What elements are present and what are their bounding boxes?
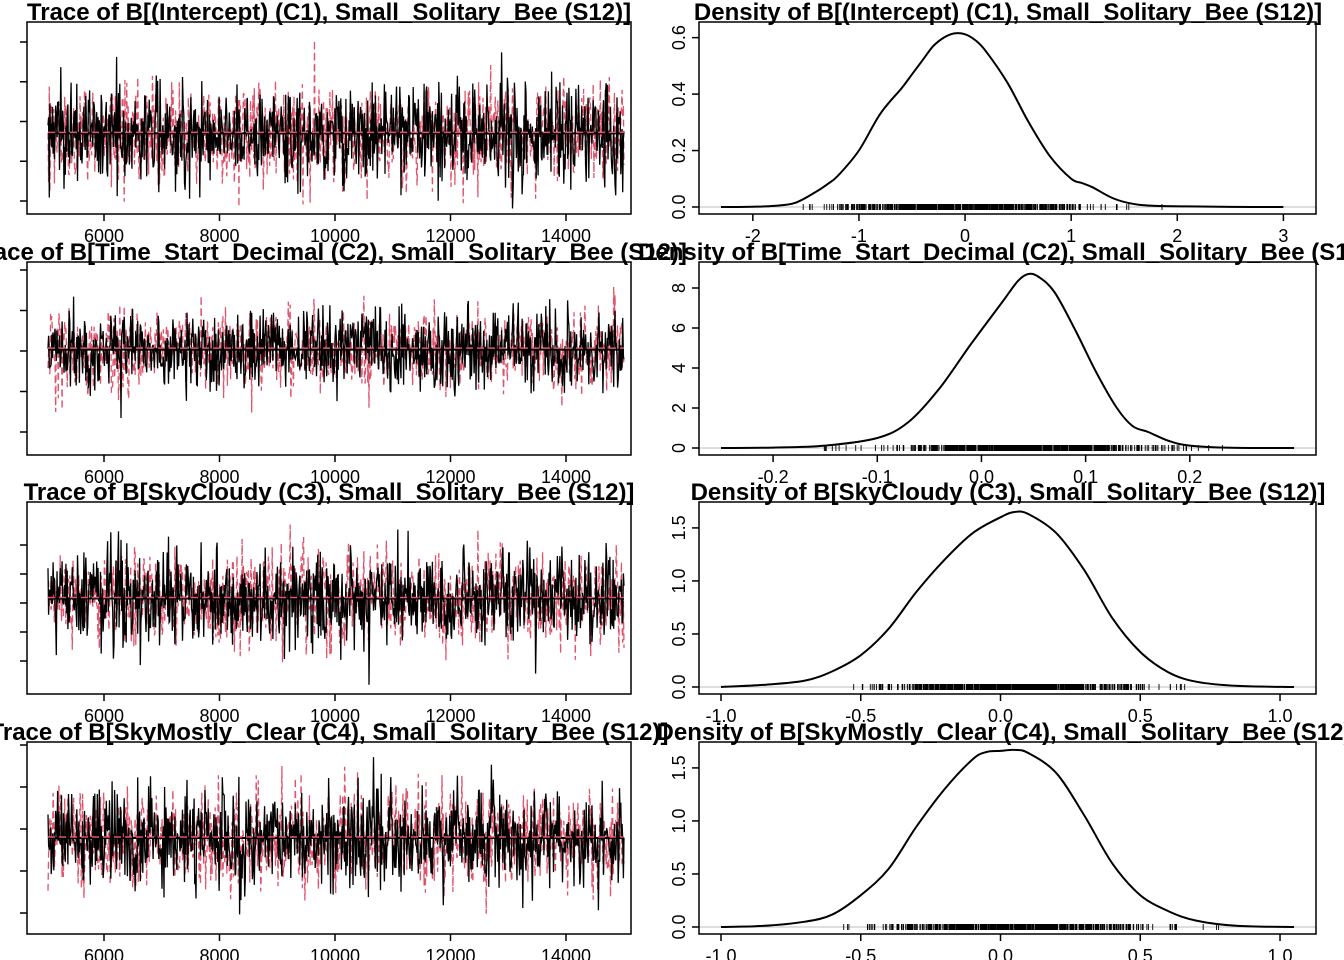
plot-frame	[698, 741, 1317, 935]
x-tick-label: 0.1	[1073, 467, 1098, 487]
x-tick-label: 0.0	[969, 467, 994, 487]
plot-area	[699, 748, 1316, 930]
chain-1-trace	[47, 52, 625, 209]
plot-area	[47, 524, 625, 685]
x-tick-label: 1	[1066, 226, 1076, 246]
x-tick-label: -1	[851, 226, 867, 246]
plot-frame	[26, 261, 632, 456]
x-tick-label: 8000	[199, 467, 239, 487]
y-tick-label: 1.5	[669, 755, 689, 780]
panel-4: Density of B[Time_Start_Decimal (C2), Sm…	[638, 239, 1344, 487]
x-tick-label: -1.0	[705, 706, 736, 726]
x-tick-label: 8000	[199, 226, 239, 246]
y-tick-label: 8	[669, 283, 689, 293]
density-curve	[720, 748, 1295, 928]
plot-frame	[26, 741, 632, 935]
plot-area	[699, 510, 1316, 690]
y-tick-label: 0.2	[669, 138, 689, 163]
chain-2-trace	[47, 765, 625, 914]
x-tick-label: 12000	[425, 226, 475, 246]
x-tick-label: 0	[960, 226, 970, 246]
x-tick-label: 6000	[84, 226, 124, 246]
y-tick-label: 1.0	[669, 568, 689, 593]
x-tick-label: 2	[1172, 226, 1182, 246]
y-tick-label: 0	[669, 443, 689, 453]
x-tick-label: 12000	[425, 946, 475, 960]
x-tick-label: -0.2	[758, 467, 789, 487]
panel-3: Trace of B[Time_Start_Decimal (C2), Smal…	[0, 239, 687, 487]
density-curve	[720, 272, 1295, 450]
x-tick-label: 14000	[541, 467, 591, 487]
panel-8: Density of B[SkyMostly_Clear (C4), Small…	[657, 719, 1344, 960]
y-tick-label: 1.5	[669, 515, 689, 540]
y-tick-label: 0.6	[669, 25, 689, 50]
x-tick-label: 0.0	[988, 946, 1013, 960]
x-tick-label: 14000	[541, 706, 591, 726]
plot-frame	[698, 21, 1317, 215]
x-tick-label: -0.5	[845, 946, 876, 960]
panel-5: Trace of B[SkyCloudy (C3), Small_Solitar…	[20, 479, 634, 726]
x-tick-label: 1.0	[1268, 706, 1293, 726]
chain-1-trace	[47, 296, 625, 419]
x-tick-label: -0.1	[862, 467, 893, 487]
plot-frame	[26, 21, 632, 215]
x-tick-label: -1.0	[705, 946, 736, 960]
plot-area	[699, 272, 1316, 451]
y-tick-label: 4	[669, 363, 689, 373]
x-tick-label: 14000	[541, 946, 591, 960]
rug-marks	[853, 684, 1186, 690]
plot-area	[699, 32, 1316, 210]
plot-area	[47, 40, 625, 209]
x-tick-label: -0.5	[845, 706, 876, 726]
x-tick-label: 8000	[199, 706, 239, 726]
x-tick-label: 8000	[199, 946, 239, 960]
x-tick-label: 1.0	[1268, 946, 1293, 960]
x-tick-label: 6000	[84, 467, 124, 487]
y-tick-label: 0.5	[669, 861, 689, 886]
x-tick-label: 10000	[310, 467, 360, 487]
rug-marks	[843, 924, 1220, 930]
rug-marks	[802, 204, 1163, 210]
panel-2: Density of B[(Intercept) (C1), Small_Sol…	[669, 0, 1322, 246]
chain-1-trace	[47, 529, 625, 685]
x-tick-label: -2	[745, 226, 761, 246]
x-tick-label: 10000	[310, 946, 360, 960]
panel-7: Trace of B[SkyMostly_Clear (C4), Small_S…	[0, 719, 668, 960]
plot-area	[47, 757, 625, 915]
plot-frame	[698, 501, 1317, 695]
panel-6: Density of B[SkyCloudy (C3), Small_Solit…	[669, 479, 1325, 726]
plot-frame	[698, 261, 1317, 456]
rug-marks	[823, 445, 1223, 451]
x-tick-label: 14000	[541, 226, 591, 246]
x-tick-label: 0.5	[1128, 946, 1153, 960]
y-tick-label: 1.0	[669, 808, 689, 833]
y-tick-label: 0.0	[669, 914, 689, 939]
x-tick-label: 6000	[84, 706, 124, 726]
plot-frame	[26, 501, 632, 695]
panel-1: Trace of B[(Intercept) (C1), Small_Solit…	[20, 0, 632, 246]
plot-area	[47, 286, 625, 419]
x-tick-label: 0.2	[1177, 467, 1202, 487]
x-tick-label: 10000	[310, 226, 360, 246]
y-tick-label: 2	[669, 403, 689, 413]
density-curve	[720, 32, 1284, 208]
y-tick-label: 6	[669, 323, 689, 333]
x-tick-label: 3	[1278, 226, 1288, 246]
y-tick-label: 0.0	[669, 674, 689, 699]
density-curve	[720, 510, 1295, 688]
x-tick-label: 12000	[425, 706, 475, 726]
x-tick-label: 6000	[84, 946, 124, 960]
x-tick-label: 12000	[425, 467, 475, 487]
x-tick-label: 0.0	[988, 706, 1013, 726]
y-tick-label: 0.0	[669, 194, 689, 219]
y-tick-label: 0.5	[669, 621, 689, 646]
chain-2-trace	[47, 524, 625, 663]
x-tick-label: 10000	[310, 706, 360, 726]
y-tick-label: 0.4	[669, 82, 689, 107]
x-tick-label: 0.5	[1128, 706, 1153, 726]
